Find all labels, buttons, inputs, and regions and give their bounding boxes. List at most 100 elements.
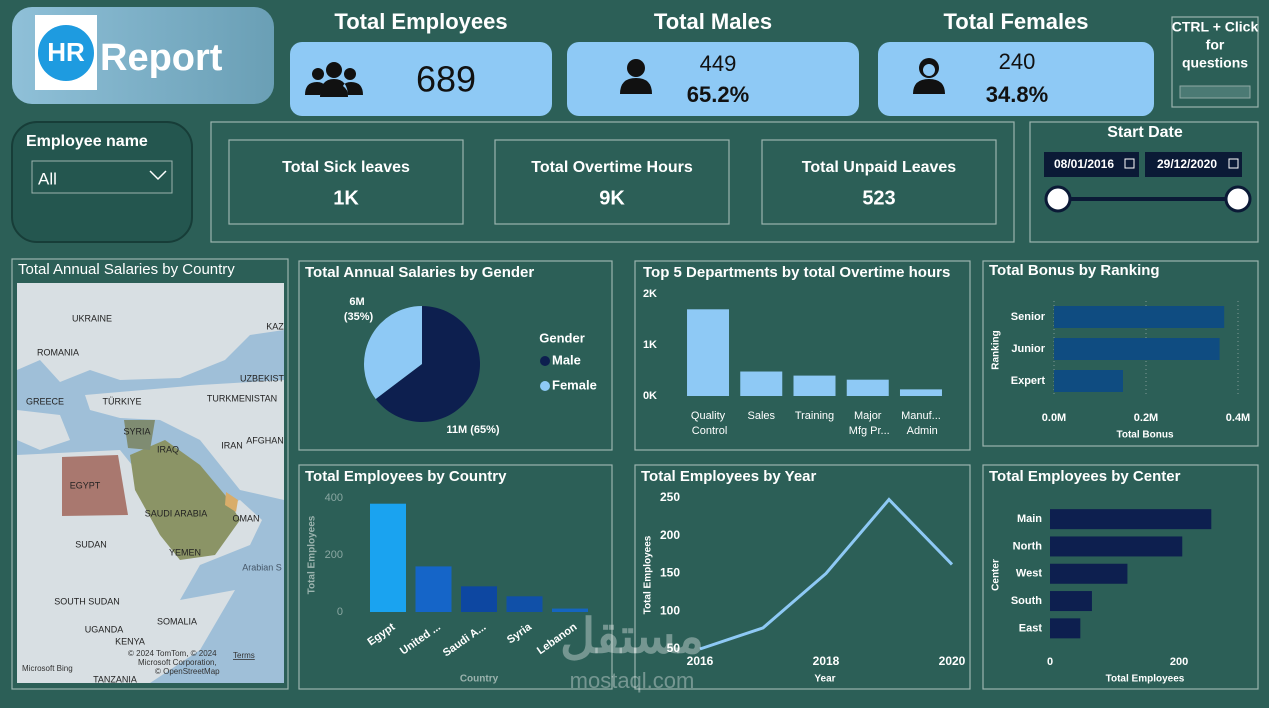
map-label: EGYPT [70, 480, 101, 490]
map-egypt[interactable] [62, 455, 128, 516]
y-axis-label: Center [991, 559, 1002, 591]
map-labels: UKRAINE ROMANIA KAZ UZBEKIST GREECE TÜRK… [22, 313, 285, 684]
map-label: UZBEKIST [240, 373, 285, 383]
x-axis-label: Year [814, 674, 835, 685]
slider-handle[interactable] [1224, 185, 1252, 213]
kpi-title: Total Males [654, 9, 772, 34]
y-tick-label: 100 [660, 603, 680, 617]
date-input[interactable] [1044, 152, 1139, 177]
dropdown-value[interactable]: All [38, 169, 57, 188]
bar [1054, 306, 1225, 328]
logo-text: HR [47, 37, 85, 67]
x-tick-label: 0.2M [1134, 412, 1158, 424]
chart-title: Top 5 Departments by total Overtime hour… [643, 264, 950, 281]
map-provider: Microsoft Bing [22, 664, 73, 673]
slider-handle[interactable] [1044, 185, 1072, 213]
help-bar[interactable] [1179, 85, 1251, 99]
card-title: Total Unpaid Leaves [802, 159, 957, 176]
x-tick-label: Sales [747, 410, 775, 422]
map-label: TURKMENISTAN [207, 393, 277, 403]
y-tick-label: 150 [660, 566, 680, 580]
date-start[interactable]: 08/01/2016 [1054, 157, 1114, 171]
chart-panel [982, 464, 1259, 690]
date-end[interactable]: 29/12/2020 [1157, 157, 1217, 171]
map-label: YEMEN [169, 547, 201, 557]
dropdown-box[interactable] [31, 160, 173, 194]
y-tick-label: 200 [660, 528, 680, 542]
legend-label: Female [552, 377, 597, 392]
y-axis-label: Total Employees [307, 515, 318, 594]
bar [1050, 591, 1092, 612]
y-tick-label: Senior [1011, 311, 1046, 323]
date-label: Start Date [1107, 124, 1183, 141]
bar [1054, 338, 1220, 360]
map-label: OMAN [233, 513, 260, 523]
card [228, 139, 464, 225]
bar [370, 503, 406, 612]
map-credit: © 2024 TomTom, © 2024 [128, 649, 217, 658]
card [494, 139, 730, 225]
date-input[interactable] [1145, 152, 1242, 177]
map-label: IRAN [221, 440, 243, 450]
bar [687, 309, 730, 396]
map-label: KAZ [266, 321, 284, 331]
card-value: 523 [862, 187, 895, 209]
card-title: Total Overtime Hours [531, 159, 693, 176]
map-label: GREECE [26, 396, 64, 406]
help-line[interactable]: questions [1182, 55, 1248, 71]
chart-panel [298, 260, 613, 451]
help-line[interactable]: for [1206, 37, 1225, 53]
map-uae[interactable] [225, 492, 238, 512]
calendar-icon[interactable] [1228, 158, 1239, 169]
chart-panel [634, 464, 971, 690]
map[interactable] [17, 283, 284, 683]
x-tick-label: Major Mfg Pr... [846, 410, 890, 437]
icon-male [620, 59, 652, 94]
card-value: 9K [599, 187, 625, 209]
map-syria[interactable] [124, 420, 155, 450]
icon-female [913, 58, 945, 94]
y-tick-label: 1K [643, 339, 657, 351]
slicer-label: Employee name [26, 133, 148, 150]
help-line[interactable]: CTRL + Click [1172, 19, 1259, 35]
bar [1050, 563, 1128, 584]
date-panel [1029, 121, 1259, 243]
y-tick-label: 0K [643, 390, 657, 402]
map-label: ROMANIA [37, 347, 79, 357]
help-button[interactable]: CTRL + Click for questions [1171, 16, 1259, 108]
y-tick-label: 250 [660, 490, 680, 504]
chevron[interactable] [149, 170, 167, 181]
kpi-title: Total Employees [334, 9, 507, 34]
y-tick-label: 0 [337, 606, 343, 618]
chart-title: Total Employees by Center [989, 468, 1181, 485]
watermark: مستقل [560, 611, 704, 664]
y-tick-label: East [1019, 622, 1043, 634]
chart-title: Total Bonus by Ranking [989, 262, 1160, 279]
x-tick-label: 0 [1047, 656, 1053, 668]
pie-slice [375, 306, 480, 423]
bar [740, 371, 783, 396]
x-tick-label: Training [795, 410, 834, 422]
map-saudi[interactable] [130, 440, 240, 560]
y-tick-label: 400 [325, 492, 343, 504]
map-label: TÜRKIYE [102, 396, 141, 406]
kpi-percent: 65.2% [687, 82, 749, 107]
x-tick-label: Quality Control [689, 410, 728, 437]
y-tick-label: 2K [643, 288, 657, 300]
chart-panel [982, 260, 1259, 447]
calendar-icon[interactable] [1124, 158, 1135, 169]
kpi-value: 689 [416, 59, 476, 100]
map-credit: Microsoft Corporation, [138, 658, 217, 667]
y-tick-label: West [1016, 568, 1042, 580]
bar [415, 566, 452, 612]
x-axis-label: Total Employees [1106, 674, 1185, 685]
map-title: Total Annual Salaries by Country [18, 261, 235, 278]
bar [461, 586, 497, 612]
pie-slice [364, 306, 422, 399]
map-terms[interactable]: Terms [233, 651, 255, 660]
help-box[interactable] [1171, 16, 1259, 108]
y-tick-label: North [1013, 540, 1043, 552]
bar [793, 375, 836, 396]
kpi-value: 449 [700, 51, 737, 76]
slicer-dropdown[interactable]: All [31, 160, 173, 194]
